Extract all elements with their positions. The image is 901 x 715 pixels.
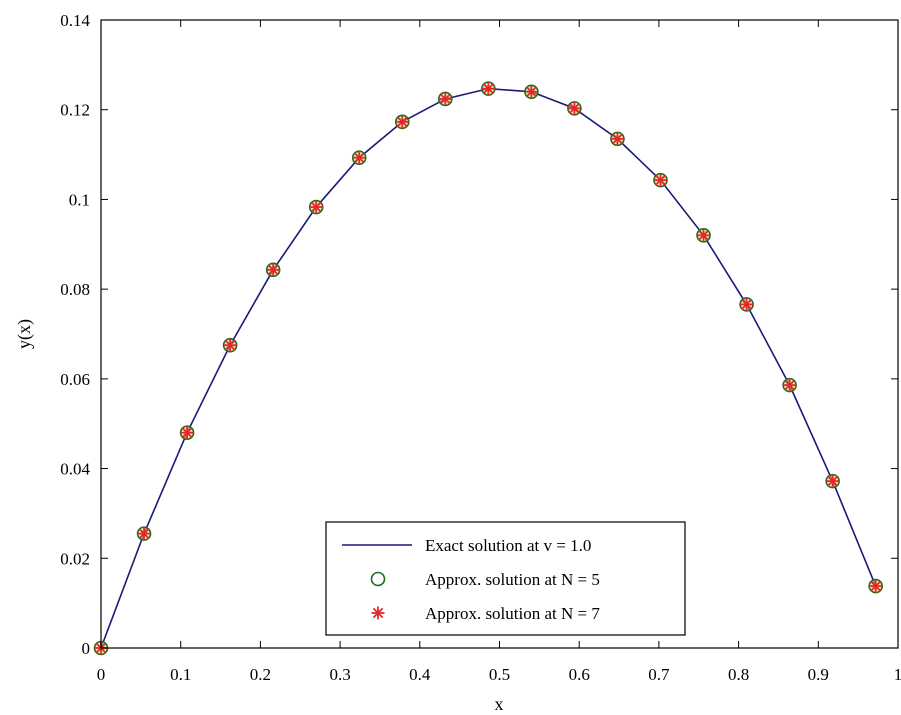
data-point-n7: [223, 338, 237, 352]
data-point-n7: [309, 200, 323, 214]
data-point-n7: [395, 115, 409, 129]
x-tick-label: 0: [97, 665, 106, 684]
x-tick-label: 0.4: [409, 665, 431, 684]
x-tick-label: 0.9: [808, 665, 829, 684]
series-layer: [93, 81, 883, 656]
legend-swatch-n5: [370, 571, 386, 587]
x-tick-label: 0.6: [569, 665, 590, 684]
y-tick-label: 0.04: [60, 460, 90, 479]
data-point-n7: [783, 378, 797, 392]
legend-label-n5: Approx. solution at N = 5: [425, 570, 600, 589]
legend-swatch-n7: [371, 606, 385, 620]
y-tick-label: 0: [82, 639, 91, 658]
x-axis-title: x: [495, 694, 504, 714]
x-tick-label: 0.7: [648, 665, 670, 684]
data-point-n7: [567, 101, 581, 115]
ticks-layer: [100, 19, 899, 649]
y-axis-title: y(x): [14, 319, 35, 349]
data-point-n7: [352, 151, 366, 165]
x-tick-label: 1: [894, 665, 901, 684]
x-tick-labels: 0 0.1 0.2 0.3 0.4 0.5 0.6 0.7 0.8 0.9 1: [97, 665, 901, 684]
y-tick-label: 0.08: [60, 280, 90, 299]
legend-label-exact: Exact solution at v = 1.0: [425, 536, 591, 555]
x-tick-label: 0.2: [250, 665, 271, 684]
legend-label-n7: Approx. solution at N = 7: [425, 604, 600, 623]
y-tick-label: 0.06: [60, 370, 90, 389]
x-tick-label: 0.3: [329, 665, 350, 684]
y-tick-label: 0.12: [60, 101, 90, 120]
y-tick-label: 0.02: [60, 549, 90, 568]
y-tick-label: 0.14: [60, 11, 90, 30]
y-tick-labels: 0 0.02 0.04 0.06 0.08 0.1 0.12 0.14: [60, 11, 90, 658]
y-tick-label: 0.1: [69, 190, 90, 209]
data-point-n7: [653, 173, 667, 187]
data-point-n7: [481, 82, 495, 96]
data-point-n7: [524, 85, 538, 99]
x-tick-label: 0.1: [170, 665, 191, 684]
data-point-n7: [180, 426, 194, 440]
data-point-n7: [137, 527, 151, 541]
data-point-n7: [438, 92, 452, 106]
data-point-n7: [266, 263, 280, 277]
data-point-n7: [826, 474, 840, 488]
x-tick-label: 0.8: [728, 665, 749, 684]
legend-star-glyph: [371, 606, 385, 620]
legend-box: [325, 521, 686, 636]
data-point-n7: [869, 579, 883, 593]
x-tick-label: 0.5: [489, 665, 510, 684]
data-point-n7: [697, 228, 711, 242]
data-point-n7: [610, 132, 624, 146]
data-point-n7: [740, 297, 754, 311]
legend: Exact solution at v = 1.0 Approx. soluti…: [325, 521, 686, 636]
